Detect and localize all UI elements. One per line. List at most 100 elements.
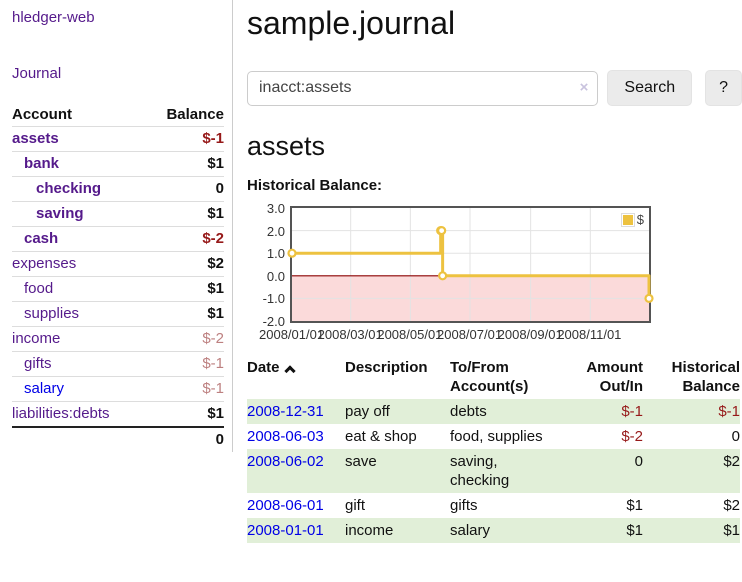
register-table: Date Description To/From Account(s) Amount … — [247, 355, 740, 543]
sidebar-account-balance: $1 — [207, 280, 224, 297]
chart-title: Historical Balance: — [247, 177, 383, 194]
transaction-accounts: gifts — [450, 497, 478, 514]
sidebar-item-journal[interactable]: Journal — [12, 65, 62, 82]
transaction-date-link[interactable]: 2008-06-03 — [247, 428, 324, 445]
transaction-description: save — [345, 453, 377, 470]
transaction-balance: $-1 — [718, 403, 740, 420]
y-axis-tick-label: 1.0 — [266, 246, 285, 262]
register-col-date[interactable]: Date — [247, 355, 345, 399]
sidebar-account-balance: $-1 — [202, 380, 224, 397]
x-axis-tick-label: 2008/09/01 — [497, 327, 563, 342]
register-col-to-from: To/From Account(s) — [450, 359, 529, 395]
sidebar-account-balance: $1 — [207, 305, 224, 322]
transaction-date-link[interactable]: 2008-01-01 — [247, 522, 324, 539]
accounts-total-row: 0 — [12, 426, 224, 452]
account-row: expenses $2 — [12, 251, 224, 277]
brand-link[interactable]: hledger-web — [12, 9, 95, 26]
transaction-amount: $1 — [626, 497, 643, 514]
transaction-balance: 0 — [731, 428, 740, 445]
register-row: 2008-06-03 eat & shop food, supplies $-2 0 — [247, 424, 740, 449]
x-axis-tick-label: 2008/01/01 — [259, 327, 325, 342]
sort-ascending-icon — [283, 365, 296, 377]
sidebar-account-link[interactable]: supplies — [24, 305, 80, 322]
transaction-description: gift — [345, 497, 366, 514]
accounts-col-balance: Balance — [166, 106, 224, 123]
register-row: 2008-06-02 save saving, checking 0 $2 — [247, 449, 740, 493]
y-axis-tick-label: -1.0 — [262, 291, 285, 307]
register-row: 2008-01-01 income salary $1 $1 — [247, 518, 740, 543]
legend-swatch-icon — [620, 212, 635, 227]
transaction-amount: 0 — [634, 453, 643, 470]
clear-search-icon[interactable]: × — [579, 78, 589, 96]
transaction-accounts: saving, checking — [450, 453, 510, 489]
sidebar-account-link[interactable]: income — [12, 330, 61, 347]
sidebar-account-balance: 0 — [215, 180, 224, 197]
accounts-col-account: Account — [12, 106, 72, 123]
account-row: salary $-1 — [12, 376, 224, 402]
sidebar-account-balance: $-1 — [202, 130, 224, 147]
account-row: income $-2 — [12, 326, 224, 352]
account-row: checking 0 — [12, 176, 224, 202]
sidebar-account-balance: $1 — [207, 155, 224, 172]
sidebar-account-link[interactable]: saving — [36, 205, 84, 222]
transaction-description: income — [345, 522, 394, 539]
chart-plot-area: $ — [287, 206, 654, 323]
transaction-balance: $2 — [723, 453, 740, 470]
sidebar-account-link[interactable]: salary — [24, 380, 65, 397]
y-axis-tick-label: -2.0 — [262, 314, 285, 329]
search-button[interactable]: Search — [607, 70, 693, 106]
sidebar-account-balance: $-2 — [202, 230, 224, 247]
y-axis-tick-label: 0.0 — [266, 268, 285, 284]
transaction-accounts: salary — [450, 522, 491, 539]
x-axis-tick-label: 2008/05/01 — [377, 327, 443, 342]
account-row: gifts $-1 — [12, 351, 224, 377]
account-row: bank $1 — [12, 151, 224, 177]
transaction-amount: $-1 — [621, 403, 643, 420]
transaction-accounts: food, supplies — [450, 428, 543, 445]
legend-label: $ — [636, 212, 644, 227]
y-axis-tick-label: 2.0 — [266, 223, 285, 239]
search-form: × Search ? — [247, 70, 742, 106]
account-row: cash $-2 — [12, 226, 224, 252]
sidebar: hledger-web Journal Account Balance asse… — [0, 0, 233, 452]
sidebar-account-balance: $-1 — [202, 355, 224, 372]
transaction-date-link[interactable]: 2008-06-01 — [247, 497, 324, 514]
sidebar-account-link[interactable]: gifts — [24, 355, 52, 372]
register-col-description: Description — [345, 359, 428, 376]
account-row: liabilities:debts $1 — [12, 401, 224, 428]
transaction-balance: $2 — [723, 497, 740, 514]
sidebar-account-link[interactable]: bank — [24, 155, 60, 172]
sidebar-account-balance: $-2 — [202, 330, 224, 347]
sidebar-account-link[interactable]: checking — [36, 180, 102, 197]
sidebar-account-balance: $1 — [207, 205, 224, 222]
y-axis-tick-label: 3.0 — [266, 201, 285, 216]
sidebar-account-link[interactable]: food — [24, 280, 54, 297]
transaction-description: pay off — [345, 403, 390, 420]
sidebar-account-link[interactable]: assets — [12, 130, 59, 147]
x-axis-tick-label: 2008/07/01 — [437, 327, 503, 342]
account-row: food $1 — [12, 276, 224, 302]
sidebar-account-link[interactable]: expenses — [12, 255, 77, 272]
register-col-historical: Historical Balance — [671, 359, 740, 395]
chart-legend: $ — [620, 212, 644, 227]
help-button[interactable]: ? — [705, 70, 742, 106]
transaction-date-link[interactable]: 2008-06-02 — [247, 453, 324, 470]
sidebar-account-balance: $2 — [207, 255, 224, 272]
accounts-table: Account Balance assets $-1 bank $1 checking 0… — [12, 103, 224, 452]
sidebar-account-link[interactable]: liabilities:debts — [12, 405, 110, 422]
page-title: sample.journal — [247, 5, 456, 41]
sidebar-account-link[interactable]: cash — [24, 230, 59, 247]
register-col-amount: Amount Out/In — [586, 359, 643, 395]
account-row: saving $1 — [12, 201, 224, 227]
transaction-balance: $1 — [723, 522, 740, 539]
x-axis-tick-label: 2008/11/01 — [557, 327, 622, 342]
sidebar-account-balance: $1 — [207, 405, 224, 422]
transaction-amount: $1 — [626, 522, 643, 539]
register-row: 2008-06-01 gift gifts $1 $2 — [247, 493, 740, 518]
accounts-total-value: 0 — [145, 426, 224, 452]
transaction-date-link[interactable]: 2008-12-31 — [247, 403, 324, 420]
account-heading: assets — [247, 131, 326, 161]
transaction-description: eat & shop — [345, 428, 417, 445]
search-input[interactable] — [247, 70, 599, 106]
